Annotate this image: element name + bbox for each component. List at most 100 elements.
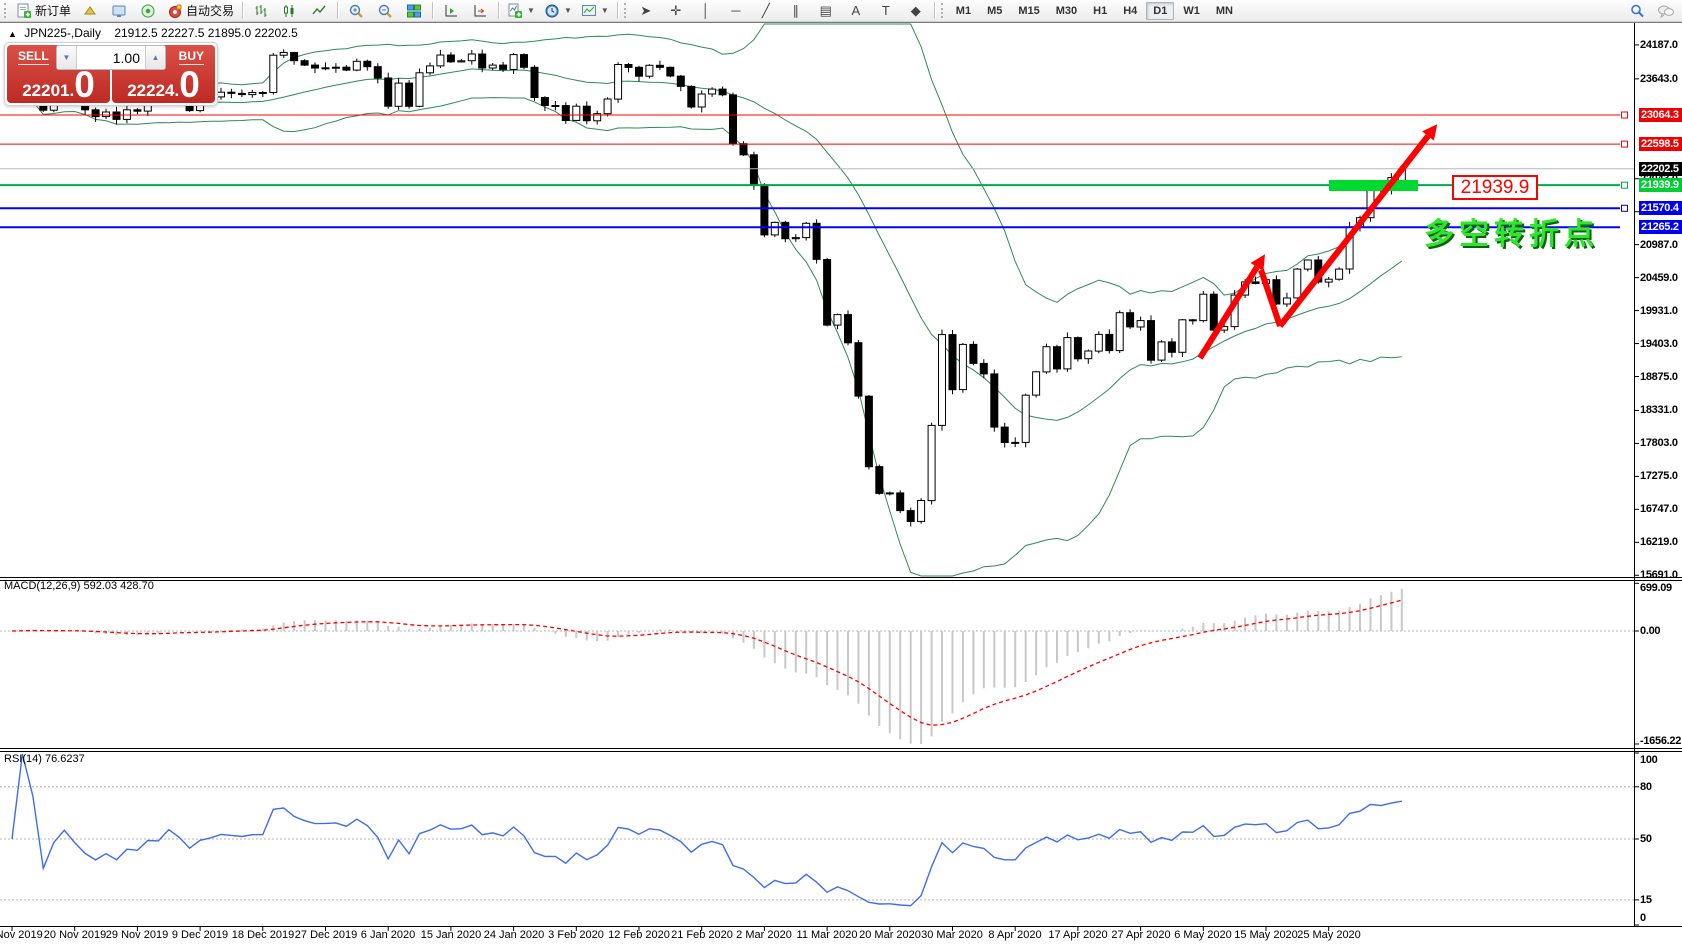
new-order-icon bbox=[17, 3, 31, 18]
time-axis-label: 15 Jan 2020 bbox=[420, 929, 482, 941]
time-axis-label: 9 Dec 2019 bbox=[171, 929, 229, 941]
timeframe-button-m15[interactable]: M15 bbox=[1018, 4, 1040, 17]
chart-shift-button[interactable] bbox=[437, 0, 465, 22]
price-axis-tick: 23643.0 bbox=[1640, 73, 1678, 85]
equidistant-channel-tool-icon: ∥ bbox=[792, 3, 800, 18]
turning-point-annotation: 多空转折点 bbox=[1424, 218, 1599, 251]
indicators-button[interactable]: ▼ bbox=[503, 0, 539, 22]
vertical-line-tool-icon: │ bbox=[701, 3, 710, 18]
toolbar-grip[interactable] bbox=[4, 3, 9, 18]
timeframe-button-w1[interactable]: W1 bbox=[1183, 4, 1200, 17]
crosshair-tool-button[interactable]: ✛ bbox=[662, 0, 690, 22]
bar-chart-icon bbox=[255, 4, 267, 17]
one-click-panel-toggle[interactable]: ▲ bbox=[8, 29, 17, 39]
vertical-line-tool-button[interactable]: │ bbox=[692, 0, 720, 22]
templates-button[interactable]: ▼ bbox=[577, 0, 613, 22]
time-axis-label: 20 Nov 2019 bbox=[43, 929, 107, 941]
timeframe-button-m1[interactable]: M1 bbox=[955, 4, 972, 17]
price-axis-badge: 23064.3 bbox=[1639, 108, 1682, 122]
price-axis-tick: 17803.0 bbox=[1640, 437, 1678, 449]
signals-button[interactable] bbox=[134, 0, 162, 22]
tile-windows-button[interactable] bbox=[400, 0, 428, 22]
time-axis-label: 27 Apr 2020 bbox=[1111, 929, 1171, 941]
indicators-dropdown-caret: ▼ bbox=[527, 6, 535, 15]
macd-label: MACD(12,26,9) 592.03 428.70 bbox=[4, 580, 154, 592]
time-axis-label: 6 Jan 2020 bbox=[360, 929, 416, 941]
tile-windows-icon bbox=[407, 4, 422, 17]
price-level-annotation[interactable]: 21939.9 bbox=[1452, 175, 1538, 200]
rsi-label: RSI(14) 76.6237 bbox=[4, 753, 85, 765]
time-axis-label: 12 Feb 2020 bbox=[608, 929, 670, 941]
price-axis-badge: 21570.4 bbox=[1639, 201, 1682, 215]
time-axis-label: 11 Mar 2020 bbox=[796, 929, 858, 941]
autotrading-button[interactable]: 自动交易 bbox=[163, 0, 238, 22]
cursor-tool-button[interactable]: ➤ bbox=[632, 0, 660, 22]
time-axis-label: 29 Nov 2019 bbox=[105, 929, 169, 941]
timeframe-button-m30[interactable]: M30 bbox=[1055, 4, 1078, 17]
price-axis-tick: 18331.0 bbox=[1640, 404, 1678, 416]
arrows-tool-button[interactable]: ◆ bbox=[902, 0, 930, 22]
volume-input[interactable]: 1.00 bbox=[112, 49, 140, 66]
macd-axis-tick: 699.09 bbox=[1640, 582, 1672, 594]
buy-price-main: 22224 bbox=[127, 81, 175, 100]
chart-canvas[interactable] bbox=[0, 22, 1682, 944]
new-order-button[interactable]: 新订单 bbox=[12, 0, 75, 22]
chart-title: ▲ JPN225-,Daily 21912.5 22227.5 21895.0 … bbox=[8, 26, 298, 40]
price-axis-tick: 15691.0 bbox=[1640, 569, 1678, 581]
chart-symbol-period: JPN225-,Daily bbox=[24, 26, 101, 40]
timeframe-button-m5[interactable]: M5 bbox=[987, 4, 1003, 17]
timeframe-button-h4[interactable]: H4 bbox=[1123, 4, 1138, 17]
text-tool-button[interactable]: A bbox=[842, 0, 870, 22]
rsi-axis-tick: 0 bbox=[1640, 912, 1646, 924]
price-axis-tick: 19403.0 bbox=[1640, 338, 1678, 350]
time-axis-label: 6 May 2020 bbox=[1174, 929, 1232, 941]
chart-shift-icon bbox=[445, 4, 458, 16]
sell-price-main: 22201 bbox=[22, 81, 70, 100]
search-button[interactable] bbox=[1623, 0, 1651, 22]
text-label-tool-button[interactable]: T bbox=[872, 0, 900, 22]
one-click-trading-panel: SELL 22201. 0 BUY 22224. 0 ▼ 1.00 ▲ bbox=[4, 42, 218, 106]
zoom-in-button[interactable] bbox=[342, 0, 370, 22]
toolbar-grip[interactable] bbox=[623, 3, 629, 18]
volume-increase-button[interactable]: ▲ bbox=[145, 46, 165, 69]
auto-scroll-button[interactable] bbox=[466, 0, 494, 22]
toolbar-separator bbox=[616, 2, 618, 19]
sell-price-dot: . bbox=[69, 81, 75, 100]
chat-button[interactable] bbox=[1652, 0, 1680, 22]
horizontal-line-tool-button[interactable]: ─ bbox=[722, 0, 750, 22]
auto-scroll-icon bbox=[474, 4, 487, 16]
toolbar-grip[interactable] bbox=[940, 3, 946, 18]
buy-label: BUY bbox=[178, 49, 204, 65]
fibonacci-tool-button[interactable]: ▤ bbox=[812, 0, 840, 22]
bar-chart-button[interactable] bbox=[247, 0, 275, 22]
line-chart-icon bbox=[312, 5, 326, 14]
equidistant-channel-tool-button[interactable]: ∥ bbox=[782, 0, 810, 22]
market-watch-button[interactable] bbox=[105, 0, 133, 22]
toolbar-separator bbox=[432, 2, 434, 19]
rsi-axis-tick: 15 bbox=[1640, 894, 1652, 906]
trendline-tool-button[interactable]: ╱ bbox=[752, 0, 780, 22]
buy-price: 22224. 0 bbox=[112, 66, 215, 103]
periods-button[interactable]: ▼ bbox=[540, 0, 576, 22]
sell-price: 22201. 0 bbox=[7, 66, 110, 103]
volume-decrease-button[interactable]: ▼ bbox=[57, 46, 77, 69]
candlestick-chart-button[interactable] bbox=[276, 0, 304, 22]
price-axis-tick: 17275.0 bbox=[1640, 470, 1678, 482]
search-icon bbox=[1631, 4, 1644, 17]
line-chart-button[interactable] bbox=[305, 0, 333, 22]
toolbar: 新订单 自动交易 bbox=[0, 0, 1682, 22]
zoom-out-button[interactable] bbox=[371, 0, 399, 22]
profile-button[interactable] bbox=[76, 0, 104, 22]
text-tool-icon: A bbox=[851, 3, 861, 18]
periods-dropdown-caret: ▼ bbox=[563, 6, 572, 15]
timeframe-button-mn[interactable]: MN bbox=[1215, 4, 1233, 17]
rsi-axis-tick: 80 bbox=[1640, 781, 1652, 793]
time-axis-label: 21 Feb 2020 bbox=[671, 929, 733, 941]
price-axis-tick: 20459.0 bbox=[1640, 272, 1678, 284]
timeframe-button-h1[interactable]: H1 bbox=[1093, 4, 1108, 17]
price-axis-badge: 21939.9 bbox=[1639, 178, 1682, 192]
macd-axis-tick: -1656.22 bbox=[1640, 735, 1682, 747]
timeframe-button-d1[interactable]: D1 bbox=[1146, 1, 1175, 20]
price-axis-tick: 19931.0 bbox=[1640, 305, 1678, 317]
